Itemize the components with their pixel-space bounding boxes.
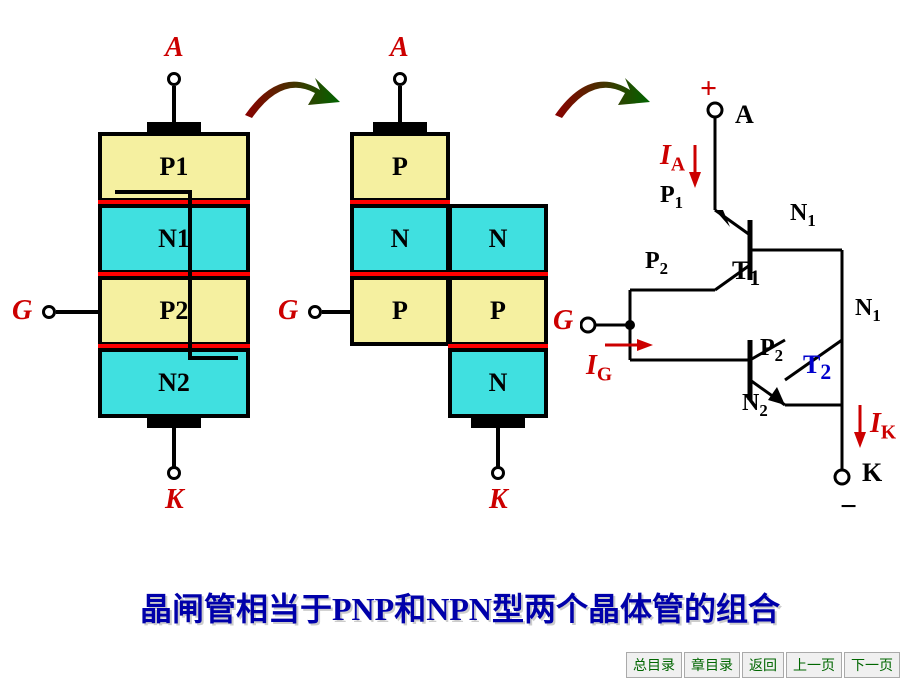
d1-label-a: A	[165, 32, 184, 64]
d1-bracket-h2	[188, 356, 238, 360]
d3-n2: N2	[742, 390, 768, 421]
d2-cap-k	[471, 418, 525, 428]
d2-terminal-a	[393, 72, 407, 86]
d2-terminal-k	[491, 466, 505, 480]
d3-p1: P1	[660, 182, 683, 213]
d3-t1: T1	[732, 256, 760, 291]
transition-arrow-1	[230, 60, 350, 140]
d2-lp2-text: P	[392, 296, 408, 326]
d1-wire-a	[172, 86, 176, 126]
caption: 晶闸管相当于PNP和NPN型两个晶体管的组合	[0, 584, 920, 630]
d1-terminal-k	[167, 466, 181, 480]
d3-t2: T2	[803, 350, 831, 385]
d3-minus: −	[840, 490, 857, 524]
d1-layer-n1: N1	[98, 204, 250, 274]
d2-cap-a	[373, 122, 427, 132]
d2-lp1-text: P	[392, 152, 408, 182]
nav-back[interactable]: 返回	[742, 652, 784, 678]
d2-wire-g	[322, 310, 352, 314]
d1-terminal-a	[167, 72, 181, 86]
d2-ln-text: N	[391, 224, 410, 254]
d3-label-k: K	[862, 458, 882, 488]
nav-toc[interactable]: 总目录	[626, 652, 682, 678]
d2-label-g: G	[278, 295, 298, 327]
d1-n1-text: N1	[158, 224, 190, 254]
d1-layer-p2: P2	[98, 276, 250, 346]
d1-p1-text: P1	[160, 152, 189, 182]
d3-p2a: P2	[645, 248, 668, 279]
d3-ig: IG	[586, 350, 612, 387]
d1-bracket-v	[188, 190, 192, 360]
d2-terminal-g	[308, 305, 322, 319]
nav-chapter[interactable]: 章目录	[684, 652, 740, 678]
d2-label-k: K	[489, 484, 508, 516]
d1-p2-text: P2	[160, 296, 189, 326]
d3-plus: +	[700, 72, 717, 106]
d2-rp-text: P	[490, 296, 506, 326]
d3-n1b: N1	[855, 295, 881, 326]
d2-left-p2: P	[350, 276, 450, 346]
d1-n2-text: N2	[158, 368, 190, 398]
d2-right-n2: N	[448, 348, 548, 418]
d2-right-n1: N	[448, 204, 548, 274]
d2-wire-a	[398, 86, 402, 126]
d1-wire-g	[56, 310, 100, 314]
d3-p2b: P2	[760, 335, 783, 366]
d3-label-g: G	[553, 305, 573, 337]
d2-label-a: A	[390, 32, 409, 64]
d3-ia: IA	[660, 140, 685, 177]
d2-rn1-text: N	[489, 224, 508, 254]
d2-rn2-text: N	[489, 368, 508, 398]
d1-cap-a	[147, 122, 201, 132]
d3-n1a: N1	[790, 200, 816, 231]
nav-prev[interactable]: 上一页	[786, 652, 842, 678]
d2-wire-k	[496, 428, 500, 468]
d1-label-g: G	[12, 295, 32, 327]
d1-terminal-g	[42, 305, 56, 319]
d2-left-p1: P	[350, 132, 450, 202]
d2-left-n: N	[350, 204, 450, 274]
d1-wire-k	[172, 428, 176, 468]
d1-bracket-h1	[115, 190, 190, 194]
d1-label-k: K	[165, 484, 184, 516]
d2-right-p: P	[448, 276, 548, 346]
d1-cap-k	[147, 418, 201, 428]
nav-next[interactable]: 下一页	[844, 652, 900, 678]
d3-ik: IK	[870, 408, 896, 445]
nav-bar: 总目录 章目录 返回 上一页 下一页	[626, 652, 900, 678]
d3-label-a: A	[735, 100, 754, 130]
